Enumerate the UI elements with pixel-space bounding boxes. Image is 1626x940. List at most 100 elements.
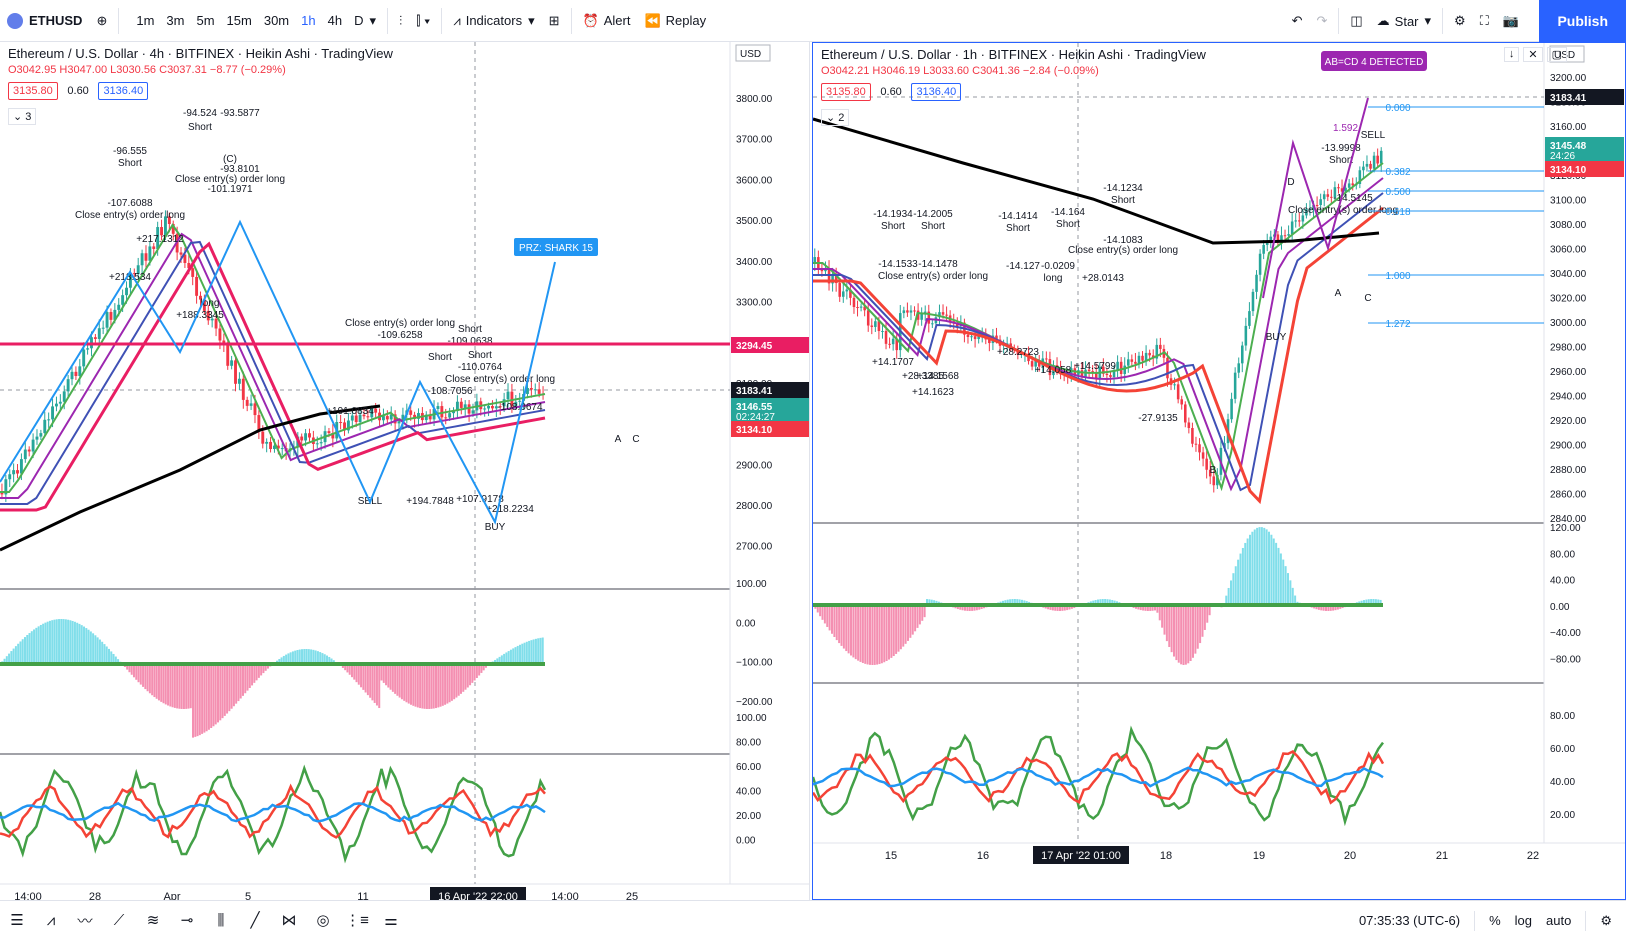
low-value: L3033.60 bbox=[923, 65, 970, 77]
symbol-search-button[interactable]: ETHUSD bbox=[0, 0, 89, 42]
right-chart-panel[interactable]: 3200.003180.003160.003140.003120.003100.… bbox=[812, 42, 1626, 900]
price-label-bg bbox=[731, 337, 809, 353]
undo-icon[interactable]: ↶ bbox=[1291, 13, 1303, 28]
publish-button[interactable]: Publish bbox=[1539, 0, 1626, 42]
price-axis-tick: 2960.00 bbox=[1550, 367, 1587, 378]
indicators-button[interactable]: ⩘ Indicators ▾ bbox=[446, 0, 541, 42]
timeframe-4h[interactable]: 4h bbox=[327, 13, 343, 28]
arrow-down-icon[interactable]: ↓ bbox=[1503, 47, 1520, 62]
right-chart-canvas[interactable]: 3200.003180.003160.003140.003120.003100.… bbox=[813, 43, 1625, 899]
candle-body bbox=[140, 253, 144, 266]
candle-style-icon[interactable]: ⫿ ▾ bbox=[416, 12, 431, 28]
compare-add-icon[interactable]: ⊕ bbox=[96, 12, 108, 28]
candle-body bbox=[245, 399, 249, 406]
candle-body bbox=[113, 309, 117, 320]
timeframe-D[interactable]: D bbox=[354, 13, 364, 28]
horizontal-ray-icon[interactable]: ⊸ bbox=[180, 912, 194, 929]
candle-body bbox=[370, 408, 374, 418]
candle-body bbox=[537, 389, 541, 394]
sell-price-button[interactable]: 3135.80 bbox=[821, 83, 871, 101]
candle-body bbox=[1184, 404, 1187, 423]
timeframe-3m[interactable]: 3m bbox=[166, 13, 185, 28]
filter-icon[interactable]: ⚌ bbox=[384, 912, 398, 929]
candle-body bbox=[4, 479, 8, 495]
indicator-collapse-button[interactable]: ⌄ 2 bbox=[821, 109, 850, 126]
buy-price-button[interactable]: 3136.40 bbox=[911, 83, 962, 101]
price-axis-tick: 3800.00 bbox=[736, 94, 773, 105]
xabcd-icon[interactable]: ⋈ bbox=[281, 912, 297, 929]
candle-body bbox=[125, 287, 128, 296]
strategy-annotation: +28.0143 bbox=[1082, 273, 1124, 284]
timeframe-1m[interactable]: 1m bbox=[136, 13, 155, 28]
moving-average-line bbox=[813, 162, 1384, 492]
buy-price-button[interactable]: 3136.40 bbox=[98, 82, 149, 100]
sell-price-button[interactable]: 3135.80 bbox=[8, 82, 58, 100]
close-value: C3037.31 bbox=[159, 64, 207, 76]
fullscreen-icon[interactable]: ⛶ bbox=[1479, 13, 1489, 28]
price-axis-tick: 2880.00 bbox=[1550, 465, 1587, 476]
candle-body bbox=[1283, 235, 1287, 237]
indicator-count: 3 bbox=[25, 111, 32, 123]
indicator-collapse-button[interactable]: ⌄ 3 bbox=[8, 108, 37, 125]
replay-button[interactable]: ⏪ Replay bbox=[637, 0, 713, 42]
timeframe-15m[interactable]: 15m bbox=[226, 13, 252, 28]
log-toggle[interactable]: log bbox=[1514, 913, 1533, 928]
menu-icon[interactable]: ☰ bbox=[10, 912, 24, 929]
crosshair-price-label: 3183.41 bbox=[736, 386, 773, 397]
timeframe-1h[interactable]: 1h bbox=[301, 13, 316, 28]
line-icon[interactable]: ╱ bbox=[250, 912, 260, 929]
strategy-annotation: -13.9998 bbox=[1321, 143, 1361, 154]
candle-body bbox=[382, 416, 385, 421]
pattern-label-bg bbox=[1321, 51, 1427, 71]
trend-line-icon[interactable]: ⟋ bbox=[113, 911, 125, 929]
auto-toggle[interactable]: auto bbox=[1546, 913, 1572, 928]
elliott-wave-icon[interactable]: 〰 bbox=[77, 912, 93, 930]
low-value: L3030.56 bbox=[110, 64, 157, 76]
timeframe-30m[interactable]: 30m bbox=[263, 13, 290, 28]
chevron-down-icon[interactable]: ▾ bbox=[369, 12, 376, 28]
timeframe-5m[interactable]: 5m bbox=[196, 13, 215, 28]
left-chart-panel[interactable]: 3800.00 3700.00 3600.00 3500.00 3400.00 3300.… bbox=[0, 42, 810, 900]
fib-level-label: 1.000 bbox=[1385, 271, 1410, 282]
bars-icon[interactable]: ⫼ bbox=[217, 911, 225, 929]
bar-style-icon[interactable]: ⫶ bbox=[399, 12, 403, 28]
candle-body bbox=[1191, 428, 1194, 444]
camera-icon[interactable]: 📷 bbox=[1502, 13, 1519, 28]
candle-body bbox=[1134, 361, 1137, 364]
candle-body bbox=[941, 312, 945, 315]
fib-icon[interactable]: ≋ bbox=[146, 912, 160, 929]
osc1-axis-tick: 40.00 bbox=[1550, 576, 1575, 587]
redo-icon[interactable]: ↷ bbox=[1316, 13, 1328, 28]
osc2-axis-tick: 100.00 bbox=[736, 713, 767, 724]
list-settings-icon[interactable]: ⋮≡ bbox=[345, 912, 369, 929]
alert-button[interactable]: ⏰ Alert bbox=[576, 0, 638, 42]
candle-body bbox=[47, 419, 51, 421]
gear-icon[interactable]: ⚙ bbox=[1454, 13, 1466, 28]
candle-body bbox=[346, 420, 350, 431]
star-layout-button[interactable]: ☁ Star ▾ bbox=[1370, 0, 1438, 42]
candle-body bbox=[909, 310, 913, 313]
left-chart-canvas[interactable]: 3800.00 3700.00 3600.00 3500.00 3400.00 3300.… bbox=[0, 42, 810, 900]
candle-body bbox=[93, 337, 97, 339]
candle-body bbox=[966, 334, 970, 337]
candle-body bbox=[183, 254, 187, 263]
spiral-icon[interactable]: ◎ bbox=[316, 912, 330, 929]
candle-body bbox=[362, 414, 366, 417]
candle-body bbox=[1119, 361, 1123, 374]
maximize-icon[interactable]: ▢ bbox=[1546, 47, 1567, 62]
layout-split-icon[interactable]: ◫ bbox=[1350, 13, 1363, 28]
candle-body bbox=[1255, 274, 1258, 292]
strategy-annotation: -93.5877 bbox=[220, 108, 260, 119]
pattern-icon[interactable]: ⩘ bbox=[46, 911, 56, 929]
strategy-annotation: Close entry(s) order long bbox=[345, 318, 455, 329]
close-icon[interactable]: ✕ bbox=[1523, 47, 1543, 62]
candle-body bbox=[988, 339, 991, 344]
strategy-annotation: +194.7848 bbox=[406, 496, 454, 507]
osc1-axis-tick: −80.00 bbox=[1550, 655, 1581, 666]
candle-body bbox=[397, 421, 401, 424]
fib-level-label: 0.382 bbox=[1385, 167, 1410, 178]
layout-grid-icon[interactable]: ⊞ bbox=[548, 12, 560, 28]
strategy-annotation: -14.1414 bbox=[998, 211, 1038, 222]
gear-icon[interactable]: ⚙ bbox=[1600, 912, 1612, 928]
percent-toggle[interactable]: % bbox=[1489, 913, 1501, 928]
